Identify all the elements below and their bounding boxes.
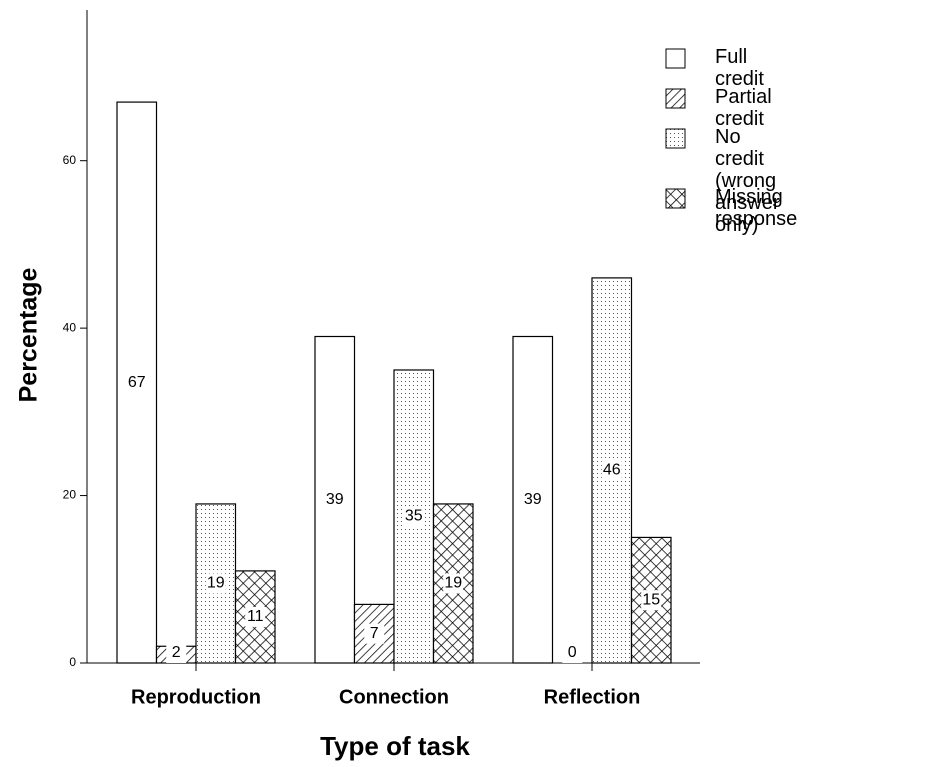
- y-tick-label: 60: [63, 153, 77, 167]
- legend-swatch-box: [665, 188, 686, 209]
- bar: [116, 101, 158, 664]
- value-label-bg: [205, 573, 226, 594]
- value-label-bg: [562, 643, 583, 663]
- value-label: 0: [568, 644, 577, 661]
- legend-label: Full credit: [715, 46, 764, 90]
- legend-swatch: [665, 88, 686, 109]
- value-label-bg: [245, 606, 266, 627]
- value-label: 11: [247, 608, 264, 625]
- y-tick-label: 20: [63, 488, 77, 502]
- legend-label: Missing response: [715, 186, 798, 230]
- x-tick-label: Reflection: [544, 686, 641, 708]
- value-label: 67: [128, 374, 146, 391]
- value-label-bg: [403, 506, 424, 527]
- value-label: 15: [642, 591, 660, 608]
- legend-swatch: [665, 128, 686, 149]
- value-label: 46: [603, 462, 621, 479]
- legend-swatch: [665, 188, 686, 209]
- value-label-bg: [443, 573, 464, 594]
- legend-label: No credit (wrong answer only): [715, 126, 780, 236]
- bar: [630, 536, 672, 664]
- x-tick-label: Connection: [339, 686, 449, 708]
- value-label: 35: [405, 508, 423, 525]
- value-label-bg: [601, 460, 622, 481]
- value-label: 19: [444, 575, 462, 592]
- x-tick-label: Reproduction: [131, 686, 261, 708]
- value-label: 19: [207, 575, 225, 592]
- value-label: 39: [326, 491, 344, 508]
- value-label-bg: [166, 643, 187, 663]
- legend-swatch: [665, 48, 686, 69]
- value-label-bg: [641, 590, 662, 611]
- x-axis-title: Type of task: [320, 731, 470, 761]
- value-label-bg: [364, 623, 385, 644]
- y-tick-label: 40: [63, 320, 77, 334]
- bar: [314, 335, 356, 664]
- value-label: 7: [370, 625, 379, 642]
- legend-swatch-box: [665, 128, 686, 149]
- legend-swatch-box: [665, 48, 686, 69]
- y-tick-label: 0: [69, 655, 76, 669]
- value-label: 2: [172, 644, 181, 661]
- legend-label: Partial credit: [715, 86, 772, 130]
- legend-swatch-box: [665, 88, 686, 109]
- bar: [512, 335, 554, 664]
- value-label: 39: [524, 491, 542, 508]
- y-axis-title: Percentage: [15, 268, 43, 403]
